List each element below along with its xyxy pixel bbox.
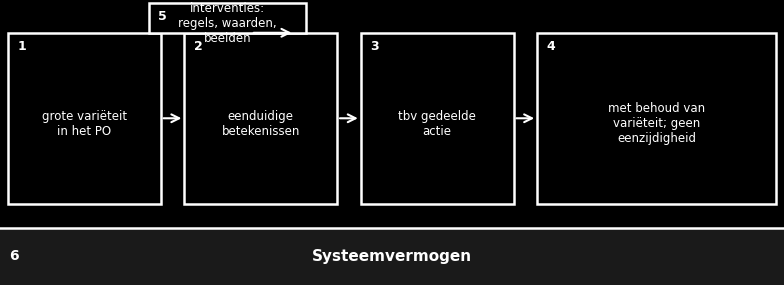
Text: 2: 2 xyxy=(194,40,202,53)
Text: 4: 4 xyxy=(546,40,555,53)
FancyBboxPatch shape xyxy=(537,33,776,204)
FancyBboxPatch shape xyxy=(361,33,514,204)
Text: Systeemvermogen: Systeemvermogen xyxy=(312,249,472,264)
Text: met behoud van
variëteit; geen
eenzijdigheid: met behoud van variëteit; geen eenzijdig… xyxy=(608,103,705,145)
FancyBboxPatch shape xyxy=(149,3,306,33)
Text: 6: 6 xyxy=(9,249,19,264)
Text: 5: 5 xyxy=(158,10,167,23)
Text: grote variëteit
in het PO: grote variëteit in het PO xyxy=(42,110,127,138)
FancyBboxPatch shape xyxy=(0,228,784,285)
Text: interventies:
regels, waarden,
beelden: interventies: regels, waarden, beelden xyxy=(178,2,277,45)
Text: tbv gedeelde
actie: tbv gedeelde actie xyxy=(398,110,476,138)
Text: 3: 3 xyxy=(370,40,379,53)
FancyBboxPatch shape xyxy=(8,33,161,204)
Text: 1: 1 xyxy=(17,40,26,53)
FancyBboxPatch shape xyxy=(184,33,337,204)
Text: eenduidige
betekenissen: eenduidige betekenissen xyxy=(222,110,299,138)
